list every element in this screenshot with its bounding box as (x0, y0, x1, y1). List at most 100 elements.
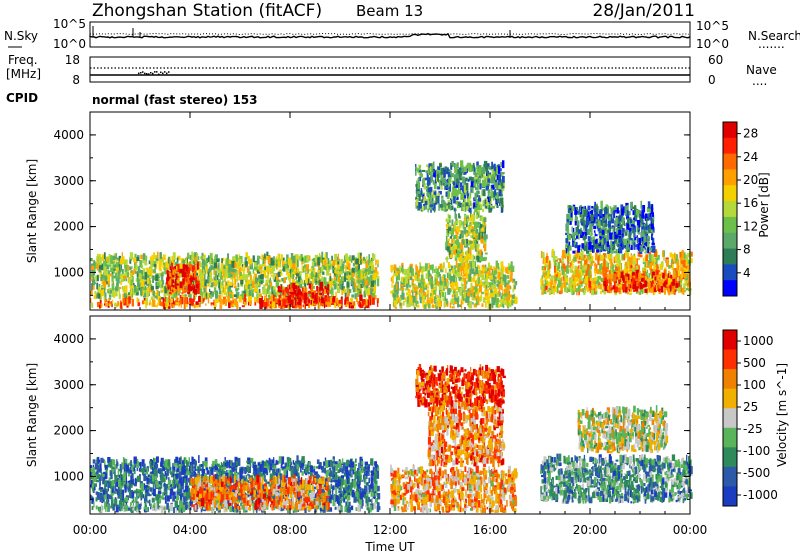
echo-cell (676, 254, 678, 261)
echo-cell (196, 303, 200, 308)
echo-cell (324, 296, 328, 302)
echo-cell (470, 230, 474, 234)
echo-cell (197, 263, 199, 270)
echo-cell (484, 234, 488, 239)
echo-cell (257, 299, 259, 304)
echo-cell (603, 287, 606, 295)
echo-cell (220, 263, 224, 271)
echo-cell (400, 302, 403, 309)
echo-cell (286, 293, 289, 297)
echo-cell (489, 265, 493, 270)
echo-cell (485, 185, 490, 191)
echo-cell (315, 272, 317, 278)
echo-cell (425, 273, 428, 279)
echo-cell (481, 231, 484, 239)
echo-cell (111, 301, 113, 308)
echo-cell (477, 295, 480, 302)
echo-cell (425, 285, 428, 289)
echo-cell (154, 266, 156, 273)
echo-cell (213, 299, 215, 302)
echo-cell (443, 286, 446, 289)
echo-cell (182, 286, 185, 291)
echo-cell (499, 304, 503, 308)
station-title: Zhongshan Station (fitACF) (92, 1, 322, 21)
echo-cell (168, 256, 170, 264)
echo-cell (100, 263, 104, 271)
echo-cell (271, 266, 274, 274)
echo-cell (443, 169, 446, 178)
nsky-trace (89, 26, 691, 39)
echo-cell (671, 259, 673, 265)
echo-cell (333, 270, 337, 278)
echo-cell (284, 289, 287, 297)
echo-cell (129, 266, 132, 271)
echo-cell (641, 225, 643, 233)
echo-cell (554, 286, 558, 292)
echo-cell (442, 283, 445, 287)
echo-cell (469, 217, 473, 221)
freq-label: Freq. (8, 53, 38, 67)
echo-cell (328, 265, 331, 270)
echo-cell (362, 260, 366, 264)
echo-cell (202, 261, 205, 265)
echo-cell (507, 280, 510, 285)
echo-cell (175, 269, 177, 272)
echo-cell (677, 259, 680, 267)
echo-cell (107, 283, 110, 288)
echo-cell (480, 294, 483, 298)
echo-cell (422, 300, 424, 308)
echo-cell (458, 168, 461, 173)
echo-cell (311, 292, 314, 299)
echo-cell (458, 266, 463, 272)
echo-cell (91, 285, 95, 290)
echo-cell (211, 258, 213, 265)
echo-cell (304, 276, 308, 284)
echo-cell (464, 206, 467, 212)
echo-cell (339, 284, 342, 290)
echo-cell (131, 290, 133, 298)
echo-cell (147, 268, 151, 276)
echo-cell (229, 290, 233, 294)
echo-cell (308, 291, 310, 298)
echo-cell (135, 264, 138, 271)
echo-cell (406, 300, 409, 308)
echo-cell (604, 265, 608, 273)
echo-cell (371, 280, 375, 287)
echo-cell (167, 258, 169, 266)
echo-cell (124, 259, 128, 265)
echo-cell (122, 256, 125, 263)
nave-dot (168, 71, 170, 73)
echo-cell (323, 266, 326, 270)
echo-cell (217, 268, 221, 274)
echo-cell (319, 288, 323, 291)
echo-cell (500, 168, 502, 172)
echo-cell (508, 290, 511, 299)
echo-cell (596, 224, 598, 229)
echo-cell (481, 251, 483, 256)
echo-cell (466, 296, 470, 303)
echo-cell (599, 283, 602, 290)
echo-cell (492, 191, 496, 198)
echo-cell (676, 267, 679, 272)
echo-cell (676, 262, 679, 270)
echo-cell (356, 263, 359, 266)
echo-cell (155, 274, 159, 281)
echo-cell (432, 287, 436, 292)
echo-cell (342, 261, 345, 264)
echo-cell (252, 278, 256, 283)
echo-cell (234, 298, 238, 305)
echo-cell (419, 165, 421, 169)
echo-cell (455, 249, 458, 254)
echo-cell (303, 299, 307, 304)
echo-cell (429, 207, 432, 211)
echo-cell (142, 288, 145, 296)
echo-cell (480, 175, 483, 179)
echo-cell (326, 281, 329, 286)
echo-cell (440, 185, 443, 190)
echo-cell (477, 255, 480, 262)
echo-cell (473, 183, 477, 187)
echo-cell (132, 276, 134, 283)
echo-cell (419, 287, 423, 293)
echo-cell (175, 286, 177, 290)
echo-cell (555, 272, 559, 278)
